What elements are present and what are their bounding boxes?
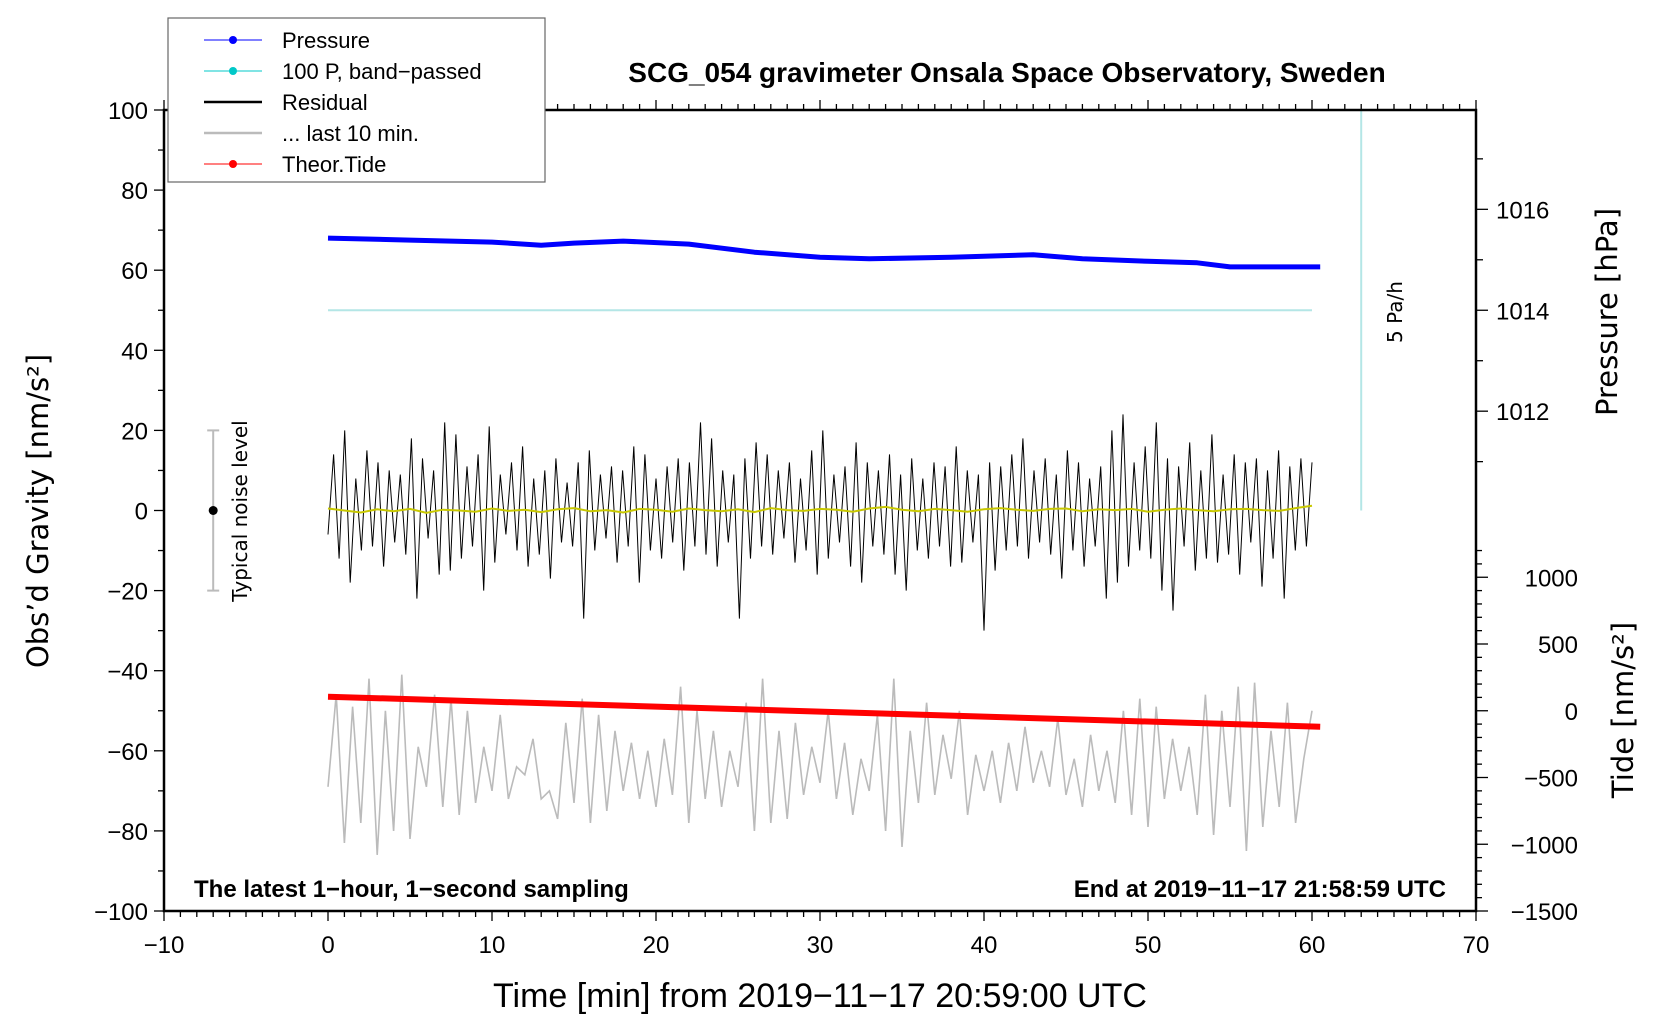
- tide-line: [327, 693, 1321, 730]
- axes-layer: −10 0 10 20 30 40 50 60 70−100−80−60−40−20020406…: [94, 98, 1578, 959]
- y-tick-label: 0: [135, 499, 148, 526]
- legend-label: Theor.Tide: [282, 152, 386, 177]
- pressure-tick-label: 1012: [1496, 399, 1549, 426]
- legend-item: ... last 10 min.: [204, 121, 419, 146]
- legend-item: Residual: [204, 90, 368, 115]
- y-tick-label: 100: [108, 98, 148, 125]
- tide-tick-label: 500: [1538, 632, 1578, 659]
- legend-marker: [229, 36, 237, 44]
- y-tick-label: −100: [94, 899, 148, 926]
- x-tick-label: 60: [1299, 932, 1326, 959]
- legend-label: Pressure: [282, 28, 370, 53]
- tide-tick-label: −1000: [1511, 832, 1578, 859]
- annotation-end-time: End at 2019−11−17 21:58:59 UTC: [1074, 876, 1446, 903]
- noise-level-dot: [208, 506, 218, 515]
- x-tick-label: −10: [144, 932, 185, 959]
- pressure-tick-label: 1014: [1496, 298, 1549, 325]
- legend-items: Pressure 100 P, band−passed Residual ... la…: [204, 28, 482, 177]
- tide-tick-label: −1500: [1511, 899, 1578, 926]
- residual-smoothed-line: [327, 504, 1313, 514]
- pressure-line: [327, 235, 1321, 270]
- residual-line: [327, 414, 1313, 631]
- y-axis-label-gravity: Obs’d Gravity [nm/s²]: [21, 354, 55, 668]
- x-tick-label: 0: [321, 932, 334, 959]
- y-tick-label: 40: [121, 338, 148, 365]
- y-tick-label: −80: [107, 819, 148, 846]
- y-axis-label-pressure: Pressure [hPa]: [1590, 208, 1624, 416]
- x-tick-label: 30: [807, 932, 834, 959]
- x-axis-label: Time [min] from 2019−11−17 20:59:00 UTC: [493, 977, 1147, 1015]
- legend-item: Pressure: [204, 28, 370, 53]
- legend: Pressure 100 P, band−passed Residual ... la…: [167, 17, 546, 183]
- y-axis-label-tide: Tide [nm/s²]: [1606, 622, 1640, 799]
- y-tick-label: 20: [121, 418, 148, 445]
- legend-marker: [229, 67, 237, 75]
- x-tick-label: 10: [479, 932, 506, 959]
- legend-item: Theor.Tide: [204, 152, 386, 177]
- scale-bar-label: 5 Pa/h: [1383, 281, 1407, 343]
- noise-level-label: Typical noise level: [228, 420, 252, 602]
- last-10-min-line: [327, 674, 1313, 855]
- x-tick-label: 40: [971, 932, 998, 959]
- legend-box: [167, 17, 546, 183]
- legend-item: 100 P, band−passed: [204, 59, 482, 84]
- y-tick-label: −20: [107, 579, 148, 606]
- annotation-sampling: The latest 1−hour, 1−second sampling: [194, 876, 629, 903]
- legend-label: 100 P, band−passed: [282, 59, 482, 84]
- y-tick-label: 80: [121, 178, 148, 205]
- chart-title: SCG_054 gravimeter Onsala Space Observat…: [628, 57, 1385, 88]
- y-tick-label: −40: [107, 659, 148, 686]
- series-layer: [207, 110, 1363, 855]
- legend-marker: [229, 160, 237, 168]
- tide-tick-label: 1000: [1525, 565, 1578, 592]
- x-tick-label: 50: [1135, 932, 1162, 959]
- legend-label: Residual: [282, 90, 368, 115]
- x-tick-label: 70: [1463, 932, 1490, 959]
- legend-label: ... last 10 min.: [282, 121, 419, 146]
- y-tick-label: −60: [107, 739, 148, 766]
- y-tick-label: 60: [121, 258, 148, 285]
- tide-tick-label: −500: [1524, 766, 1578, 793]
- x-tick-label: 20: [643, 932, 670, 959]
- pressure-tick-label: 1016: [1496, 197, 1549, 224]
- tide-tick-label: 0: [1565, 699, 1578, 726]
